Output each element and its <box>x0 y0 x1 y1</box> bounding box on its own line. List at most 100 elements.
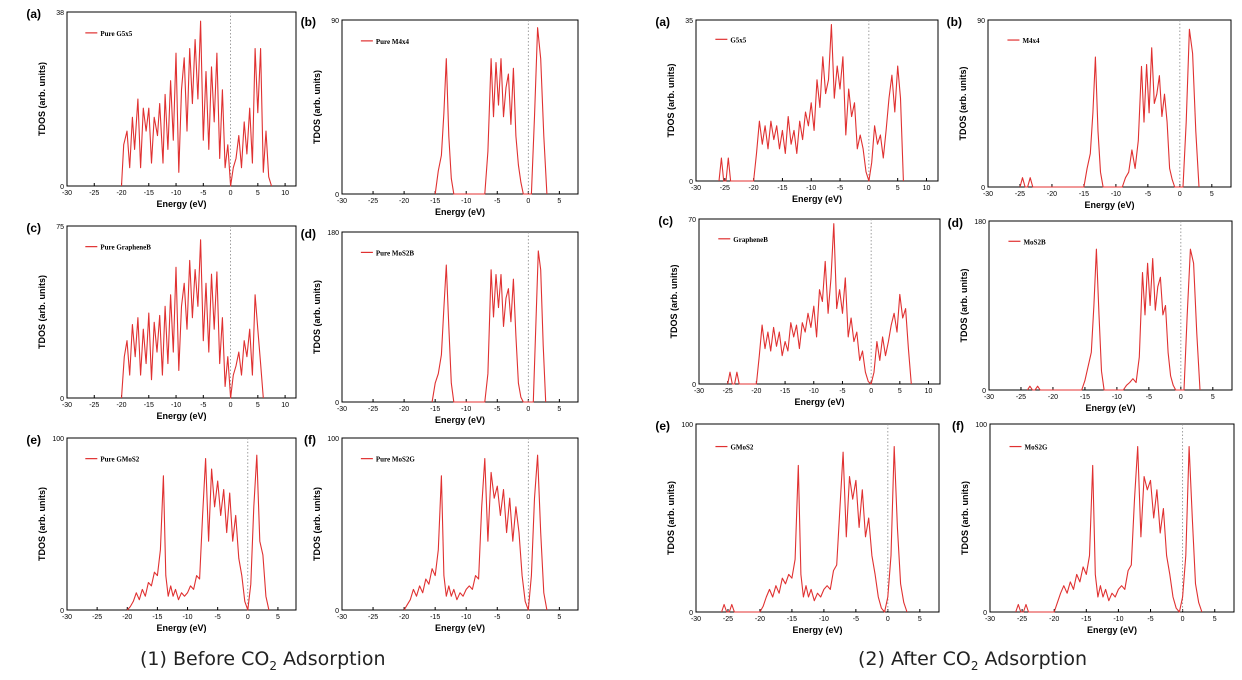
y-tick-label: 100 <box>327 436 339 443</box>
legend-label: MoS2G <box>1025 444 1049 452</box>
x-axis-label: Energy (eV) <box>792 625 842 635</box>
x-tick-label: -15 <box>152 614 162 621</box>
x-tick-label: -30 <box>337 406 347 413</box>
x-tick-label: 5 <box>276 614 280 621</box>
legend-label: Pure GrapheneB <box>100 244 151 252</box>
panel-label: (d) <box>301 227 316 241</box>
x-tick-label: -25 <box>89 190 99 197</box>
x-tick-label: -15 <box>144 402 154 409</box>
x-tick-label: 0 <box>869 388 873 395</box>
plot-frame <box>341 437 579 611</box>
x-tick-label: -30 <box>694 388 704 395</box>
x-tick-label: -15 <box>144 190 154 197</box>
x-axis-label: Energy (eV) <box>1085 403 1135 413</box>
x-tick-label: -30 <box>62 190 72 197</box>
y-tick-label: 90 <box>977 18 985 25</box>
x-tick-label: -30 <box>337 614 347 621</box>
y-tick-label: 0 <box>981 185 985 192</box>
legend-label: G5x5 <box>730 36 746 44</box>
panel-label: (b) <box>301 15 316 29</box>
x-tick-label: 5 <box>918 616 922 623</box>
x-tick-label: -10 <box>182 614 192 621</box>
x-tick-label: 0 <box>229 190 233 197</box>
tdos-line <box>126 454 270 611</box>
x-tick-label: -5 <box>1145 191 1151 198</box>
y-tick-label: 0 <box>689 179 693 186</box>
x-tick-label: -5 <box>853 616 859 623</box>
panel-label: (e) <box>655 419 670 433</box>
x-tick-label: 0 <box>1179 394 1183 401</box>
y-axis-label: TDOS (arb. units) <box>312 280 322 354</box>
x-tick-label: -25 <box>1016 394 1026 401</box>
x-tick-label: -30 <box>62 402 72 409</box>
legend-label: GrapheneB <box>733 236 768 244</box>
x-tick-label: -20 <box>399 614 409 621</box>
caption-after-text: (2) After CO <box>858 648 971 670</box>
plot-frame <box>695 423 940 613</box>
plot-frame <box>66 225 297 399</box>
tdos-line <box>1015 446 1203 613</box>
panel-label: (b) <box>947 15 962 29</box>
x-axis-label: Energy (eV) <box>1087 625 1137 635</box>
panel-after-a: -30 -25 -20 -15 -10 -5 0 5 10 0 35 G5x5 (a) Energy (e… <box>655 15 939 204</box>
x-tick-label: -25 <box>723 616 733 623</box>
x-tick-label: -10 <box>1111 191 1121 198</box>
x-tick-label: 5 <box>256 402 260 409</box>
x-tick-label: -5 <box>200 190 206 197</box>
x-tick-label: 0 <box>526 198 530 205</box>
x-tick-label: 5 <box>1210 191 1214 198</box>
x-tick-label: -15 <box>787 616 797 623</box>
x-tick-label: -10 <box>461 614 471 621</box>
x-tick-label: -20 <box>1047 191 1057 198</box>
x-tick-label: -5 <box>494 406 500 413</box>
tdos-line <box>1026 248 1201 391</box>
x-tick-label: 5 <box>1211 394 1215 401</box>
x-tick-label: 5 <box>896 185 900 192</box>
x-tick-label: 0 <box>867 185 871 192</box>
x-tick-label: -5 <box>200 402 206 409</box>
x-tick-label: 5 <box>898 388 902 395</box>
x-tick-label: 0 <box>246 614 250 621</box>
x-axis-label: Energy (eV) <box>435 623 485 633</box>
panel-before-c: -30 -25 -20 -15 -10 -5 0 5 10 0 75 Pure GrapheneB (c… <box>26 221 297 421</box>
y-tick-label: 180 <box>327 230 339 237</box>
legend-label: Pure MoS2B <box>376 249 415 257</box>
tdos-line <box>434 27 548 195</box>
x-tick-label: 0 <box>1178 191 1182 198</box>
tdos-line <box>120 239 264 399</box>
tdos-line <box>718 24 904 182</box>
y-axis-label: TDOS (arb. units) <box>666 481 676 555</box>
y-tick-label: 75 <box>56 224 64 231</box>
x-tick-label: -30 <box>985 616 995 623</box>
x-tick-label: -15 <box>430 614 440 621</box>
x-tick-label: -30 <box>691 185 701 192</box>
x-tick-label: -10 <box>1112 394 1122 401</box>
panel-label: (e) <box>26 433 41 447</box>
legend-label: M4x4 <box>1022 37 1040 45</box>
x-tick-label: -25 <box>89 402 99 409</box>
y-axis-label: TDOS (arb. units) <box>669 264 679 338</box>
legend-label: Pure M4x4 <box>376 38 410 46</box>
x-tick-label: -25 <box>368 198 378 205</box>
x-tick-label: -5 <box>1147 616 1153 623</box>
plot-frame <box>695 19 939 182</box>
y-axis-label: TDOS (arb. units) <box>959 268 969 342</box>
x-tick-label: 5 <box>557 614 561 621</box>
panel-label: (c) <box>658 214 673 228</box>
caption-before-adsorption: (1) Before CO2 Adsorption <box>140 648 386 673</box>
x-tick-label: -30 <box>691 616 701 623</box>
x-tick-label: -30 <box>62 614 72 621</box>
y-tick-label: 100 <box>975 422 987 429</box>
x-tick-label: -10 <box>809 388 819 395</box>
y-axis-label: TDOS (arb. units) <box>312 487 322 561</box>
x-tick-label: -25 <box>1015 191 1025 198</box>
y-tick-label: 0 <box>689 610 693 617</box>
y-tick-label: 0 <box>335 192 339 199</box>
x-tick-label: -20 <box>399 406 409 413</box>
y-tick-label: 90 <box>331 18 339 25</box>
tdos-line <box>1019 28 1200 188</box>
legend-label: Pure G5x5 <box>100 30 132 38</box>
